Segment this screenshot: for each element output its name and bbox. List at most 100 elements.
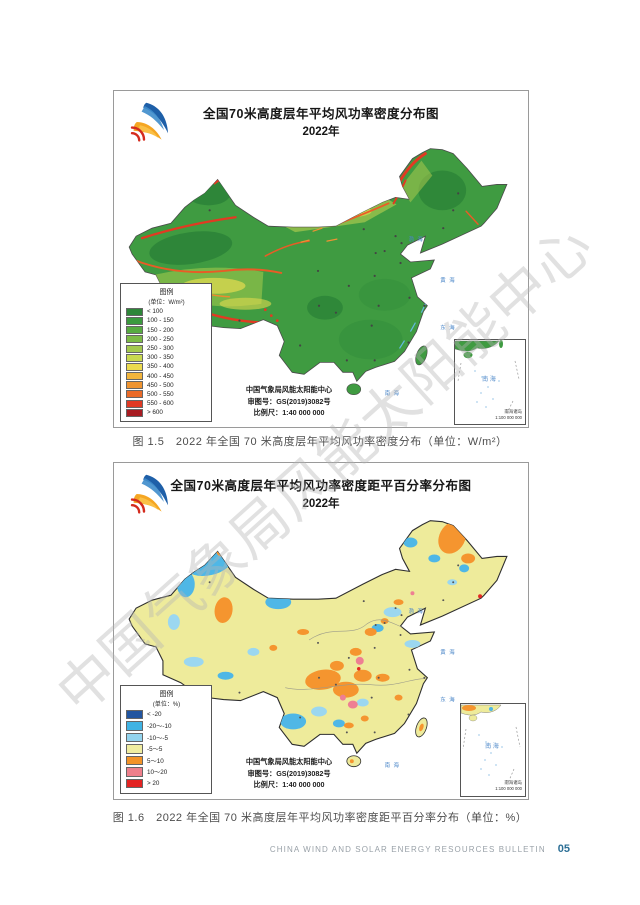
- cma-wind-solar-logo-icon: [130, 102, 168, 142]
- city-dots: [208, 564, 460, 734]
- legend-label: > 20: [147, 779, 160, 787]
- legend-item: > 20: [126, 778, 207, 788]
- attribution-scale: 比例尺：1:40 000 000: [253, 780, 325, 790]
- legend-label: -20～-10: [147, 723, 172, 731]
- map-year: 2022年: [302, 497, 340, 510]
- legend-swatch: [126, 344, 143, 353]
- legend-swatch: [126, 390, 143, 399]
- legend-item: 250 - 300: [126, 344, 207, 353]
- inset-name-label: 南海诸岛: [504, 408, 522, 415]
- sea-label-huanghai: 黄 海: [440, 648, 455, 656]
- figure-title-block: 全国70米高度层年平均风功率密度距平百分率分布图 2022年: [114, 478, 528, 512]
- legend-title: 图例: [159, 288, 174, 296]
- legend-swatch: [126, 372, 143, 381]
- inset-scale-label: 1:100 000 000: [495, 786, 522, 791]
- legend-box: 图例 (单位：%) < -20 -20～-10 -10～-5 -5～5 5～10…: [120, 684, 212, 794]
- inset-scale-label: 1:100 000 000: [495, 415, 522, 420]
- page-number: 05: [557, 843, 570, 855]
- figure-title-block: 全国70米高度层年平均风功率密度分布图 2022年: [114, 106, 528, 140]
- city-dots: [208, 192, 460, 362]
- legend-item: < -20: [126, 709, 207, 719]
- attribution-approval-number: 审图号：GS(2019)3082号: [247, 768, 331, 778]
- legend-swatch: [126, 732, 143, 742]
- inset-sea-label: 南 海: [482, 375, 496, 383]
- legend-item: 200 - 250: [126, 335, 207, 344]
- legend-swatch: [126, 362, 143, 371]
- sea-label-donghai: 东 海: [440, 696, 455, 704]
- sea-label-nanhai: 南 海: [385, 761, 400, 769]
- legend-label: 5～10: [147, 757, 164, 765]
- legend-label: > 600: [147, 409, 163, 417]
- legend-swatch: [126, 755, 143, 765]
- legend-swatch: [126, 408, 143, 417]
- legend-label: 10～20: [147, 769, 168, 777]
- legend-unit: (单位：%): [152, 701, 181, 708]
- figure-caption-1-6: 图 1.6 2022 年全国 70 米高度层年平均风功率密度距平百分率分布（单位…: [112, 812, 528, 824]
- legend-label: 500 - 550: [147, 390, 174, 398]
- legend-swatch: [126, 381, 143, 390]
- china-map-wind-power-anomaly: 渤 海 黄 海 东 海 南 海: [128, 520, 508, 769]
- legend-item: 350 - 400: [126, 362, 207, 371]
- legend-item: 5～10: [126, 755, 207, 765]
- legend-swatch: [126, 335, 143, 344]
- legend-label: 300 - 350: [147, 354, 174, 362]
- legend-label: 100 - 150: [147, 317, 174, 325]
- legend-item: -10～-5: [126, 732, 207, 742]
- legend-label: 400 - 450: [147, 372, 174, 380]
- sea-label-huanghai: 黄 海: [440, 276, 455, 284]
- legend-item: -5～5: [126, 744, 207, 754]
- footer-bulletin-title: CHINA WIND AND SOLAR ENERGY RESOURCES BU…: [269, 845, 546, 854]
- map-attribution: 中国气象局风能太阳能中心 审图号：GS(2019)3082号 比例尺：1:40 …: [184, 384, 394, 419]
- attribution-approval-number: 审图号：GS(2019)3082号: [247, 396, 331, 406]
- page-footer: CHINA WIND AND SOLAR ENERGY RESOURCES BU…: [270, 843, 570, 855]
- legend-label: 200 - 250: [147, 335, 174, 343]
- map-title: 全国70米高度层年平均风功率密度距平百分率分布图: [170, 479, 472, 493]
- legend-item: > 600: [126, 408, 207, 417]
- legend-item: 450 - 500: [126, 381, 207, 390]
- attribution-org: 中国气象局风能太阳能中心: [245, 757, 333, 767]
- legend-swatch: [126, 307, 143, 316]
- attribution-org: 中国气象局风能太阳能中心: [245, 385, 333, 395]
- legend-swatch: [126, 399, 143, 408]
- legend-swatch: [126, 709, 143, 719]
- figure-wind-power-density-map: 渤 海 黄 海 东 海 南 海 全国70米高度层年平均风功率密度分布图 2022…: [113, 90, 529, 428]
- legend-swatch: [126, 767, 143, 777]
- sea-label-donghai: 东 海: [440, 324, 455, 332]
- inset-name-label: 南海诸岛: [504, 779, 522, 786]
- legend-item: -20～-10: [126, 721, 207, 731]
- south-china-sea-inset: 南 海 南海诸岛 1:100 000 000: [454, 339, 526, 425]
- legend-swatch: [126, 326, 143, 335]
- legend-label: < -20: [147, 710, 162, 718]
- map-year: 2022年: [302, 125, 340, 138]
- south-china-sea-inset: 南 海 南海诸岛 1:100 000 000: [460, 703, 526, 797]
- figure-caption-1-5: 图 1.5 2022 年全国 70 米高度层年平均风功率密度分布（单位：W/m²…: [132, 436, 508, 448]
- legend-label: 150 - 200: [147, 326, 174, 334]
- legend-label: 250 - 300: [147, 345, 174, 352]
- legend-swatch: [126, 721, 143, 731]
- legend-title: 图例: [159, 690, 174, 698]
- sea-label-bohai: 渤 海: [408, 235, 423, 243]
- legend-item: 500 - 550: [126, 390, 207, 399]
- figure-wind-power-anomaly-map: 渤 海 黄 海 东 海 南 海 全国70米高度层年平均风功率密度距平百分率分布图…: [113, 462, 529, 800]
- legend-label: 450 - 500: [147, 381, 174, 389]
- legend-item: < 100: [126, 307, 207, 316]
- inset-sea-label: 南 海: [485, 742, 499, 750]
- legend-label: 550 - 600: [147, 400, 174, 408]
- cma-wind-solar-logo-icon: [130, 474, 168, 514]
- legend-item: 150 - 200: [126, 326, 207, 335]
- legend-item: 550 - 600: [126, 399, 207, 408]
- legend-label: < 100: [147, 308, 163, 316]
- attribution-scale: 比例尺：1:40 000 000: [253, 408, 325, 418]
- legend-item: 300 - 350: [126, 353, 207, 362]
- legend-box: 图例 (单位：W/m²) < 100 100 - 150 150 - 200 2…: [120, 282, 212, 422]
- legend-label: -5～5: [147, 746, 163, 754]
- legend-unit: (单位：W/m²): [148, 299, 185, 306]
- legend-item: 10～20: [126, 767, 207, 777]
- map-attribution: 中国气象局风能太阳能中心 审图号：GS(2019)3082号 比例尺：1:40 …: [184, 756, 394, 791]
- legend-item: 100 - 150: [126, 316, 207, 325]
- legend-swatch: [126, 316, 143, 325]
- legend-label: -10～-5: [147, 734, 168, 742]
- map-title: 全国70米高度层年平均风功率密度分布图: [203, 107, 439, 121]
- legend-swatch: [126, 353, 143, 362]
